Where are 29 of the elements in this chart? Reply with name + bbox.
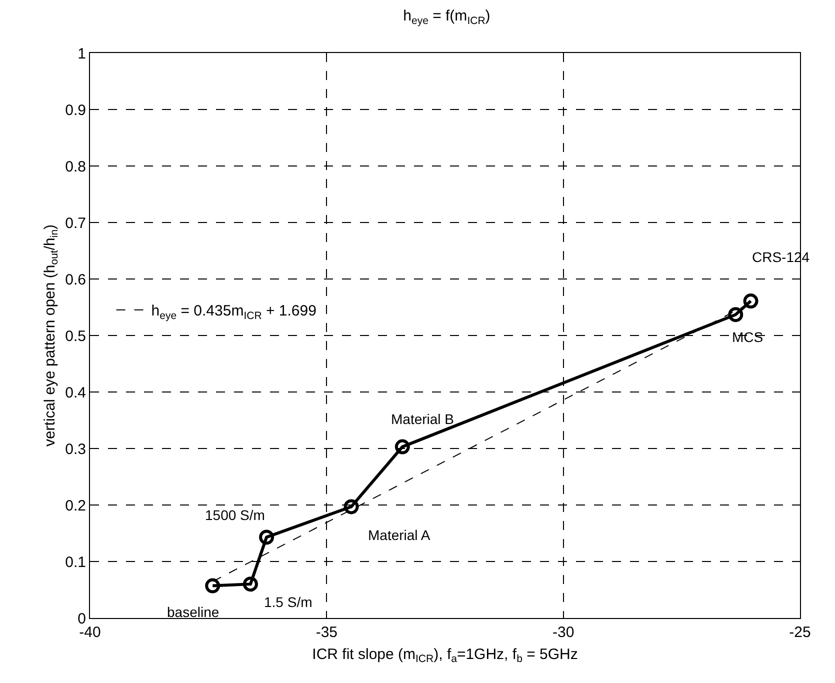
y-tick-label: 0.5 [65, 328, 86, 345]
annotation: 1500 S/m [205, 507, 265, 523]
annotation: Material A [368, 527, 431, 543]
x-tick-label: -35 [316, 624, 338, 641]
y-tick-label: 0.9 [65, 102, 86, 119]
y-tick-label: 0.3 [65, 440, 86, 458]
y-tick-label: 0.4 [65, 384, 86, 402]
point [344, 499, 359, 514]
x-axis-title: ICR fit slope (m$_{ICR}$), f$_{a}$=1GHz, f$_{b}$ = 5GHz [312, 646, 578, 666]
annotation: baseline [167, 604, 220, 620]
y-tick-label: 1 [78, 45, 86, 62]
annotation: Material B [391, 411, 454, 427]
y-tick-label: 0.7 [65, 214, 86, 232]
y-tick-label: 0.6 [65, 271, 86, 288]
annotation: MCS [732, 329, 764, 345]
y-tick-label: 0.2 [65, 497, 86, 514]
point [743, 294, 758, 309]
point [394, 439, 410, 454]
y-tick-label: 0.1 [65, 554, 86, 571]
annotation: 1.5 S/m [264, 594, 312, 610]
x-tick-label: -30 [552, 624, 574, 641]
x-tick-label: -25 [789, 624, 811, 641]
point [205, 578, 220, 594]
chart-title: h$_{eye}$ = f(m$_{ICR}$) [403, 8, 490, 27]
point [728, 307, 744, 322]
point [259, 530, 274, 545]
point [242, 576, 258, 592]
legend-label: h$_{eye}$ = 0.435m$_{ICR}$ + 1.699 [151, 302, 316, 322]
y-tick-label: 0.8 [65, 158, 86, 176]
